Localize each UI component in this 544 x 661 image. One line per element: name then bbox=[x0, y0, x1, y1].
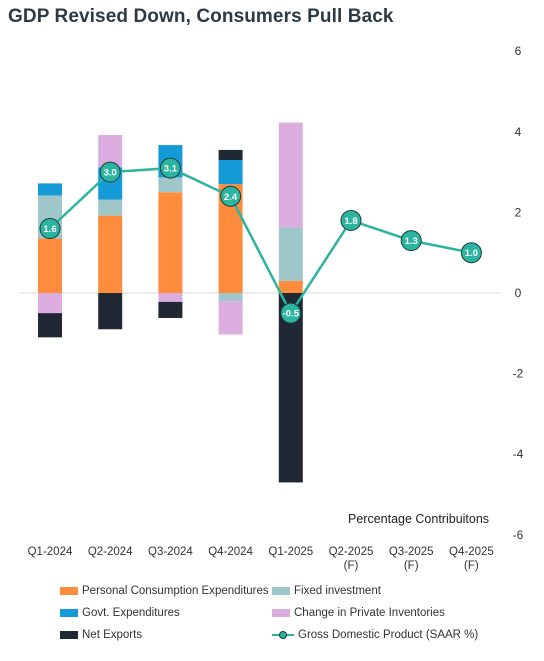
bar-segment bbox=[278, 293, 303, 483]
gdp-point bbox=[159, 157, 181, 179]
bar-segment bbox=[98, 199, 123, 216]
gdp-data-label: 2.4 bbox=[224, 192, 238, 203]
x-tick-label: Q4-2024 bbox=[208, 546, 253, 558]
bar-segment bbox=[218, 301, 243, 335]
bar-segment bbox=[278, 280, 303, 293]
gdp-point bbox=[460, 242, 482, 264]
x-tick-label: Q1-2024 bbox=[28, 546, 73, 558]
x-tick-label: Q3-2024 bbox=[148, 546, 193, 558]
bar-segment bbox=[98, 293, 123, 330]
gdp-data-label: 1.8 bbox=[344, 216, 357, 227]
y-tick-label: -6 bbox=[513, 528, 524, 542]
bar-segment bbox=[38, 293, 62, 314]
chart-title: GDP Revised Down, Consumers Pull Back bbox=[8, 6, 394, 27]
gdp-point bbox=[340, 209, 362, 231]
gdp-data-label: 3.0 bbox=[104, 168, 117, 179]
gdp-point bbox=[400, 230, 422, 252]
x-tick-label: (F) bbox=[344, 560, 359, 572]
bar-segment bbox=[38, 313, 62, 338]
x-tick-label: Q2-2025 bbox=[329, 546, 374, 558]
gdp-point bbox=[220, 185, 242, 207]
y-tick-label: 2 bbox=[515, 205, 522, 219]
gdp-data-label: 1.6 bbox=[43, 224, 56, 235]
x-tick-label: (F) bbox=[464, 560, 479, 572]
bar-segment bbox=[218, 160, 243, 185]
bar-segment bbox=[38, 238, 62, 293]
y-tick-label: -2 bbox=[513, 367, 524, 381]
gdp-data-label: 3.1 bbox=[164, 164, 178, 175]
gdp-point bbox=[280, 302, 302, 324]
bar-segment bbox=[158, 192, 183, 293]
bar-segment bbox=[278, 227, 303, 281]
x-tick-label: Q3-2025 bbox=[389, 546, 434, 558]
bar-segment bbox=[38, 183, 62, 196]
y-tick-label: -4 bbox=[513, 447, 524, 461]
bar-segment bbox=[98, 215, 123, 293]
bar-segment bbox=[278, 122, 303, 228]
gdp-data-label: 1.3 bbox=[405, 236, 418, 247]
bar-segment bbox=[218, 149, 243, 161]
gdp-point bbox=[39, 218, 61, 240]
y-tick-label: 4 bbox=[515, 125, 522, 139]
gdp-point bbox=[99, 161, 121, 183]
x-tick-label: Q4-2025 bbox=[449, 546, 494, 558]
bar-segment bbox=[158, 293, 183, 302]
bar-segment bbox=[218, 293, 243, 302]
x-tick-label: Q2-2024 bbox=[88, 546, 133, 558]
x-tick-label: Q1-2025 bbox=[268, 546, 313, 558]
chart-subtitle: Percentage Contribuitons bbox=[348, 512, 490, 526]
x-tick-label: (F) bbox=[404, 560, 419, 572]
gdp-data-label: 1.0 bbox=[465, 248, 478, 259]
gdp-data-label: -0.5 bbox=[283, 309, 300, 320]
y-tick-label: 0 bbox=[515, 286, 522, 300]
y-tick-label: 6 bbox=[515, 44, 522, 58]
bar-segment bbox=[158, 301, 183, 318]
bar-segment bbox=[158, 177, 183, 193]
